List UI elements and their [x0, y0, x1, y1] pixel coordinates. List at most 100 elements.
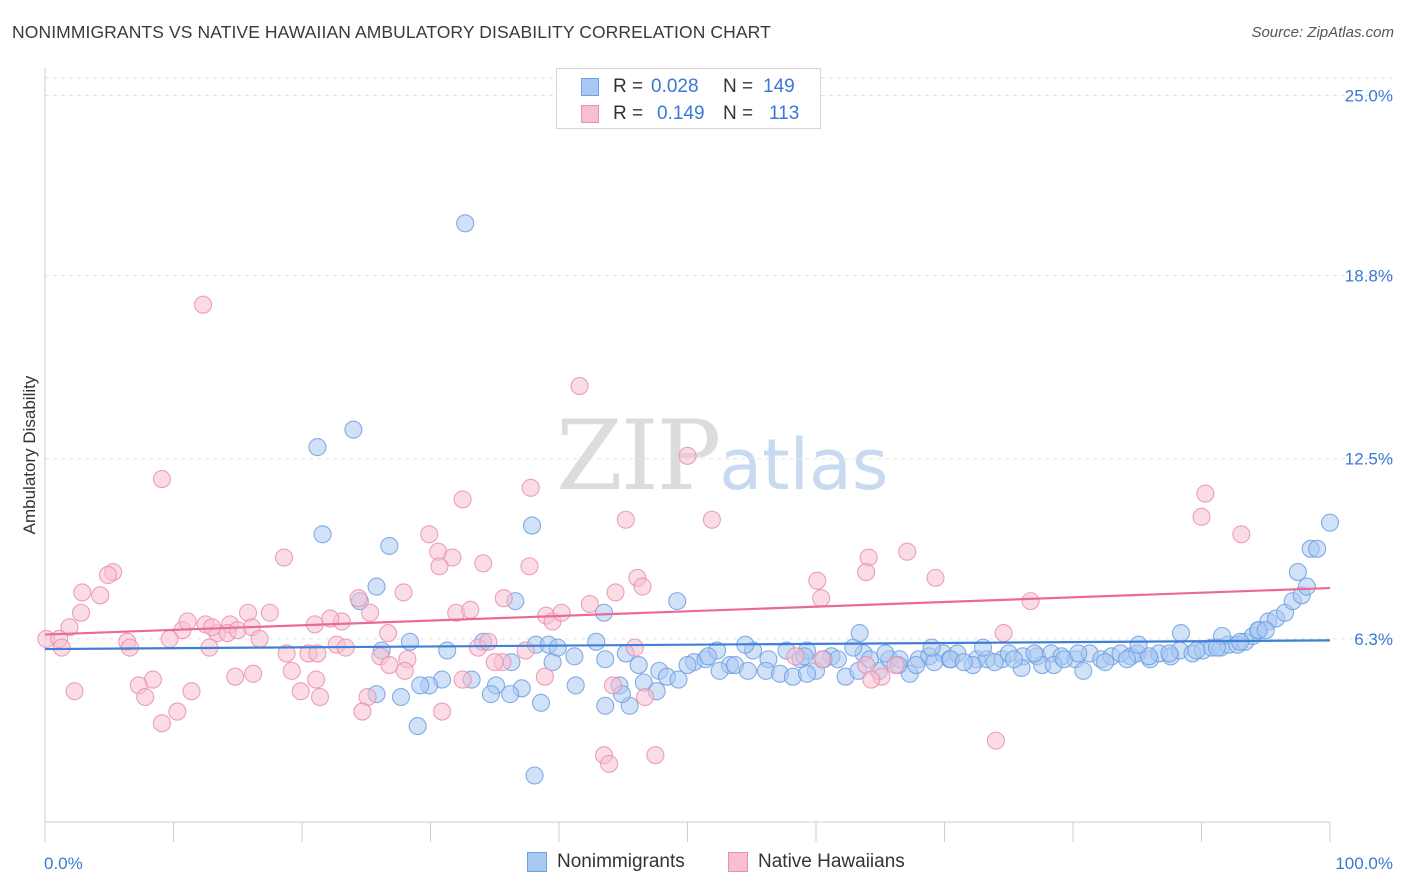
data-point	[587, 632, 606, 651]
legend-r-value: 0.149	[657, 103, 705, 124]
data-point	[244, 664, 263, 683]
data-point	[453, 670, 472, 689]
data-point	[600, 754, 619, 773]
data-point	[1069, 644, 1088, 663]
legend-n-label: N =	[723, 103, 754, 124]
data-point	[461, 600, 480, 619]
native-hawaiians-points	[37, 295, 1251, 773]
data-point	[367, 577, 386, 596]
data-point	[603, 676, 623, 695]
data-point	[710, 661, 729, 680]
data-point	[411, 676, 430, 695]
bottom-legend-native-hawaiians: Native Hawaiians	[728, 851, 905, 873]
legend-row-native-hawaiians: R = 0.149 N = 113	[581, 102, 799, 126]
data-point	[926, 568, 945, 587]
data-point	[922, 638, 941, 657]
data-point	[394, 583, 413, 602]
data-point	[985, 653, 1004, 672]
data-point	[1308, 539, 1327, 558]
data-point	[250, 629, 269, 648]
data-point	[71, 603, 91, 622]
data-point	[1207, 638, 1226, 657]
data-point	[954, 653, 973, 672]
data-point	[485, 653, 504, 672]
data-point	[907, 656, 926, 675]
data-point	[443, 548, 462, 567]
axes	[44, 68, 1331, 842]
data-point	[813, 650, 832, 669]
trend-line	[44, 639, 1331, 651]
data-point	[986, 731, 1005, 750]
data-point	[65, 682, 84, 701]
data-point	[98, 565, 118, 585]
legend-n-label: N =	[723, 76, 754, 97]
data-point	[136, 687, 155, 707]
data-point	[307, 670, 326, 689]
data-point	[625, 638, 644, 657]
data-point	[1129, 635, 1148, 654]
data-point	[548, 638, 567, 657]
data-point	[535, 667, 554, 686]
data-point	[308, 644, 327, 663]
data-point	[52, 638, 71, 657]
data-point	[353, 702, 372, 721]
data-point	[152, 470, 171, 489]
data-point	[580, 594, 599, 614]
data-point	[456, 214, 475, 233]
legend-swatch-pink	[581, 105, 599, 123]
data-point	[898, 542, 917, 561]
data-point	[994, 624, 1013, 643]
data-point	[321, 609, 340, 628]
data-point	[596, 696, 615, 715]
data-point	[808, 571, 827, 590]
data-point	[850, 624, 869, 643]
data-point	[420, 525, 439, 544]
data-point	[260, 603, 279, 622]
data-point	[646, 746, 665, 765]
data-point	[274, 548, 294, 567]
data-point	[479, 632, 498, 651]
legend-n-value: 113	[769, 103, 800, 124]
data-point	[1320, 513, 1340, 532]
data-point	[699, 647, 718, 666]
watermark: ZIPatlas	[556, 400, 888, 512]
data-point	[522, 516, 542, 535]
bottom-legend-swatch-pink	[728, 852, 748, 872]
data-point	[494, 589, 513, 608]
data-point	[60, 618, 79, 637]
data-point	[797, 664, 817, 683]
data-point	[1196, 484, 1215, 503]
data-point	[453, 490, 472, 509]
data-point	[1096, 653, 1115, 672]
data-point	[668, 592, 687, 611]
data-point	[391, 687, 410, 707]
data-point	[828, 650, 847, 669]
data-point	[678, 656, 697, 675]
y-axis-label: Ambulatory Disability	[20, 375, 39, 535]
data-point	[616, 510, 635, 529]
data-point	[408, 717, 427, 736]
data-point	[433, 702, 452, 721]
data-point	[812, 589, 831, 608]
data-point	[430, 557, 449, 576]
y-tick-label: 18.8%	[1345, 267, 1393, 286]
data-point	[862, 670, 881, 689]
data-point	[570, 377, 589, 396]
legend-row-nonimmigrants: R = 0.028 N = 149	[581, 75, 795, 99]
data-point	[1171, 624, 1190, 643]
bottom-legend-swatch-blue	[527, 852, 547, 872]
bottom-legend-label: Native Hawaiians	[758, 851, 905, 872]
data-point	[501, 685, 520, 704]
data-point	[194, 295, 213, 314]
watermark-atlas: atlas	[719, 424, 889, 506]
data-point	[525, 766, 544, 785]
data-point	[1117, 650, 1137, 669]
data-point	[1160, 644, 1179, 663]
data-point	[380, 536, 399, 555]
data-point	[1232, 525, 1251, 544]
data-point	[379, 624, 398, 643]
data-point	[669, 670, 688, 689]
grid-lines	[45, 77, 1395, 640]
data-point	[344, 420, 363, 439]
